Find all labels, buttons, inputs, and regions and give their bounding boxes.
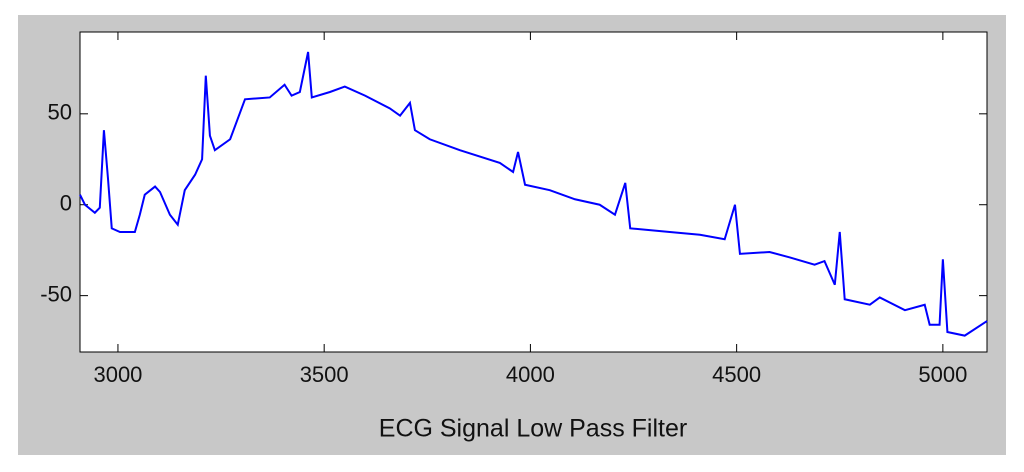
- x-axis-label: ECG Signal Low Pass Filter: [379, 415, 687, 443]
- y-tick-label: 0: [60, 191, 72, 216]
- x-tick-label: 4500: [712, 362, 761, 387]
- y-tick-label: 50: [48, 100, 72, 125]
- signal-line: [79, 51, 988, 337]
- x-tick-label: 4000: [506, 362, 555, 387]
- y-tick-label: -50: [40, 281, 72, 306]
- x-tick-label: 3500: [300, 362, 349, 387]
- plot-area: [79, 31, 988, 353]
- x-tick-label: 5000: [918, 362, 967, 387]
- x-tick-label: 3000: [93, 362, 142, 387]
